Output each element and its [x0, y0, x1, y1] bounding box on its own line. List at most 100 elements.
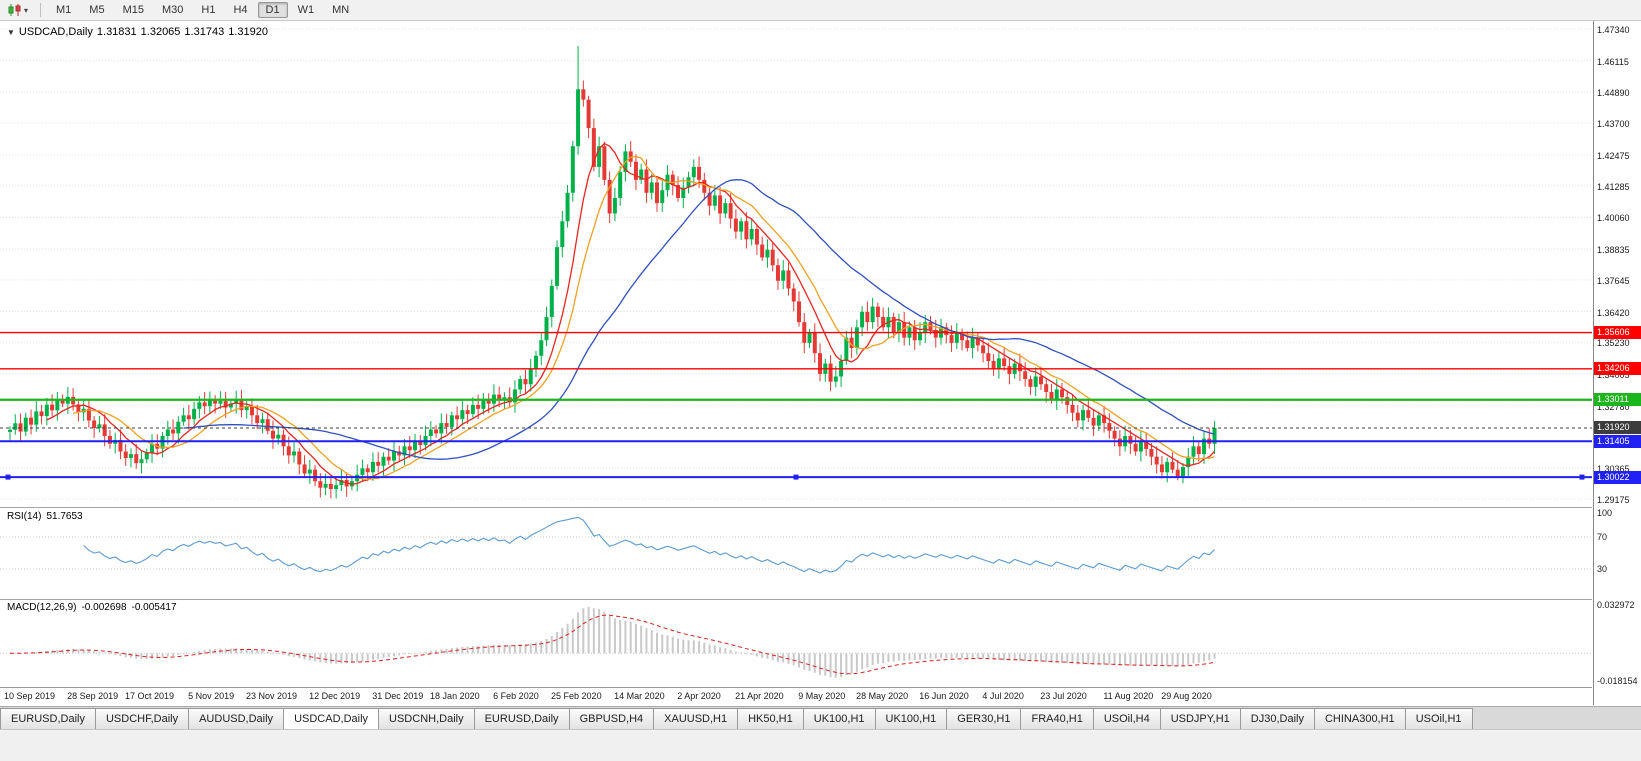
tab-usdcad-daily[interactable]: USDCAD,Daily	[283, 708, 380, 729]
date-label-10-sep-2019: 10 Sep 2019	[4, 691, 56, 701]
tab-usdcnh-daily[interactable]: USDCNH,Daily	[378, 708, 475, 729]
candle-body	[249, 406, 254, 416]
candle-body	[565, 192, 570, 222]
tab-eurusd-daily[interactable]: EURUSD,Daily	[473, 708, 570, 729]
price-tick: 1.30365	[1597, 464, 1630, 475]
tab-uk100-h1[interactable]: UK100,H1	[874, 708, 948, 729]
date-label-23-nov-2019: 23 Nov 2019	[245, 691, 297, 701]
price-tick: 1.43700	[1597, 119, 1630, 130]
timeframe-m1[interactable]: M1	[56, 4, 72, 16]
timeframe-h1[interactable]: H1	[201, 4, 216, 16]
candle-body	[8, 429, 12, 432]
tab-xauusd-h1[interactable]: XAUUSD,H1	[653, 708, 739, 729]
timeframe-mn[interactable]: MN	[332, 4, 350, 16]
candle-body	[697, 166, 702, 180]
price-axis[interactable]: 1.47340 1.46115 1.44890 1.43700 1.42475 1.412…	[1593, 21, 1641, 705]
candle-body	[902, 322, 907, 338]
candle-body	[107, 435, 112, 444]
price-tick: 1.38835	[1597, 245, 1630, 256]
tab-china300-h1[interactable]: CHINA300,H1	[1313, 708, 1406, 729]
chart-title: ▼ USDCAD,Daily 1.31831 1.32065 1.31743 1.3192…	[7, 26, 272, 38]
timeframe-w1[interactable]: W1	[297, 4, 315, 16]
tab-eurusd-daily[interactable]: EURUSD,Daily	[0, 708, 96, 729]
price-tick: 1.41285	[1597, 181, 1630, 192]
candle-body	[1107, 423, 1112, 431]
timeframe-d1[interactable]: D1	[257, 2, 288, 18]
candle-body	[134, 454, 139, 464]
candle-body	[881, 316, 886, 328]
price-tick: 1.32780	[1597, 401, 1630, 412]
candle-body	[933, 329, 938, 338]
tab-fra40-h1[interactable]: FRA40,H1	[1020, 708, 1094, 729]
hline-handle[interactable]	[793, 474, 799, 480]
tab-audusd-daily[interactable]: AUDUSD,Daily	[188, 708, 285, 729]
candle-body	[1138, 441, 1143, 452]
horizontal-lines-layer	[0, 331, 1592, 480]
symbol-label: USDCAD,Daily	[18, 26, 93, 38]
candle-body	[297, 451, 302, 465]
timeframe-m15[interactable]: M15	[122, 4, 144, 16]
candlestick-chart-icon	[8, 4, 21, 16]
candle-body	[570, 146, 575, 193]
candle-body	[702, 179, 707, 193]
candle-body	[539, 340, 544, 356]
candle-body	[728, 203, 733, 219]
candle-body	[1133, 443, 1138, 452]
candle-body	[234, 399, 239, 404]
date-axis[interactable]: 10 Sep 2019 28 Sep 2019 17 Oct 2019 5 Nov 2…	[0, 687, 1592, 706]
status-strip	[0, 729, 1641, 761]
date-label-9-may-2020: 9 May 2020	[798, 691, 846, 701]
tab-dj30-daily[interactable]: DJ30,Daily	[1239, 708, 1315, 729]
tab-usoil-h1[interactable]: USOil,H1	[1404, 708, 1473, 729]
chart-tab-bar: EURUSD,Daily USDCHF,Daily AUDUSD,Daily USDC…	[0, 706, 1641, 729]
macd-panel[interactable]	[0, 599, 1592, 687]
chart-type-dropdown[interactable]: ▾	[4, 3, 32, 17]
ohlc-high: 1.32065	[140, 26, 181, 38]
tab-ger30-h1[interactable]: GER30,H1	[946, 708, 1022, 729]
candle-body	[586, 99, 591, 129]
tab-usoil-h4[interactable]: USOil,H4	[1092, 708, 1161, 729]
candle-body	[1191, 446, 1196, 457]
candle-body	[455, 415, 460, 420]
date-label-28-may-2020: 28 May 2020	[856, 691, 909, 701]
price-chart-panel[interactable]	[0, 21, 1592, 507]
candle-body	[302, 464, 307, 474]
candle-body	[486, 399, 491, 404]
timeframe-m5[interactable]: M5	[89, 4, 105, 16]
date-label-12-dec-2019: 12 Dec 2019	[309, 691, 361, 701]
tab-usdchf-daily[interactable]: USDCHF,Daily	[94, 708, 190, 729]
candle-body	[481, 399, 486, 409]
tab-usdjpy-h1[interactable]: USDJPY,H1	[1159, 708, 1241, 729]
candle-body	[44, 404, 49, 417]
date-label-16-jun-2020: 16 Jun 2020	[919, 691, 969, 701]
candle-body	[171, 429, 176, 434]
timeframe-h4[interactable]: H4	[233, 4, 248, 16]
price-label-1.35606: 1.35606	[1594, 326, 1641, 340]
candle-body	[628, 151, 633, 162]
symbol-dropdown-icon[interactable]: ▼	[7, 28, 15, 37]
candle-body	[449, 415, 454, 427]
moving-average-8	[46, 142, 1215, 485]
candle-body	[313, 469, 318, 482]
candle-body	[718, 195, 723, 214]
candle-body	[1070, 404, 1075, 413]
candle-body	[286, 446, 291, 456]
tab-uk100-h1[interactable]: UK100,H1	[802, 708, 876, 729]
hline-handle[interactable]	[5, 474, 11, 480]
tab-hk50-h1[interactable]: HK50,H1	[737, 708, 804, 729]
rsi-panel[interactable]	[0, 507, 1592, 599]
candle-body	[407, 446, 412, 451]
candle-body	[470, 404, 475, 415]
candle-body	[502, 397, 507, 400]
timeframe-m30[interactable]: M30	[161, 4, 184, 16]
hline-handle[interactable]	[1579, 474, 1585, 480]
candle-body	[150, 443, 155, 453]
candle-body	[660, 190, 665, 204]
candle-body	[602, 146, 607, 180]
candle-body	[975, 337, 980, 346]
candle-body	[497, 394, 502, 400]
tab-gbpusd-h4[interactable]: GBPUSD,H4	[568, 708, 655, 729]
macd-signal-value: -0.005417	[131, 602, 177, 613]
candle-body	[1096, 415, 1101, 426]
candle-body	[465, 410, 470, 415]
